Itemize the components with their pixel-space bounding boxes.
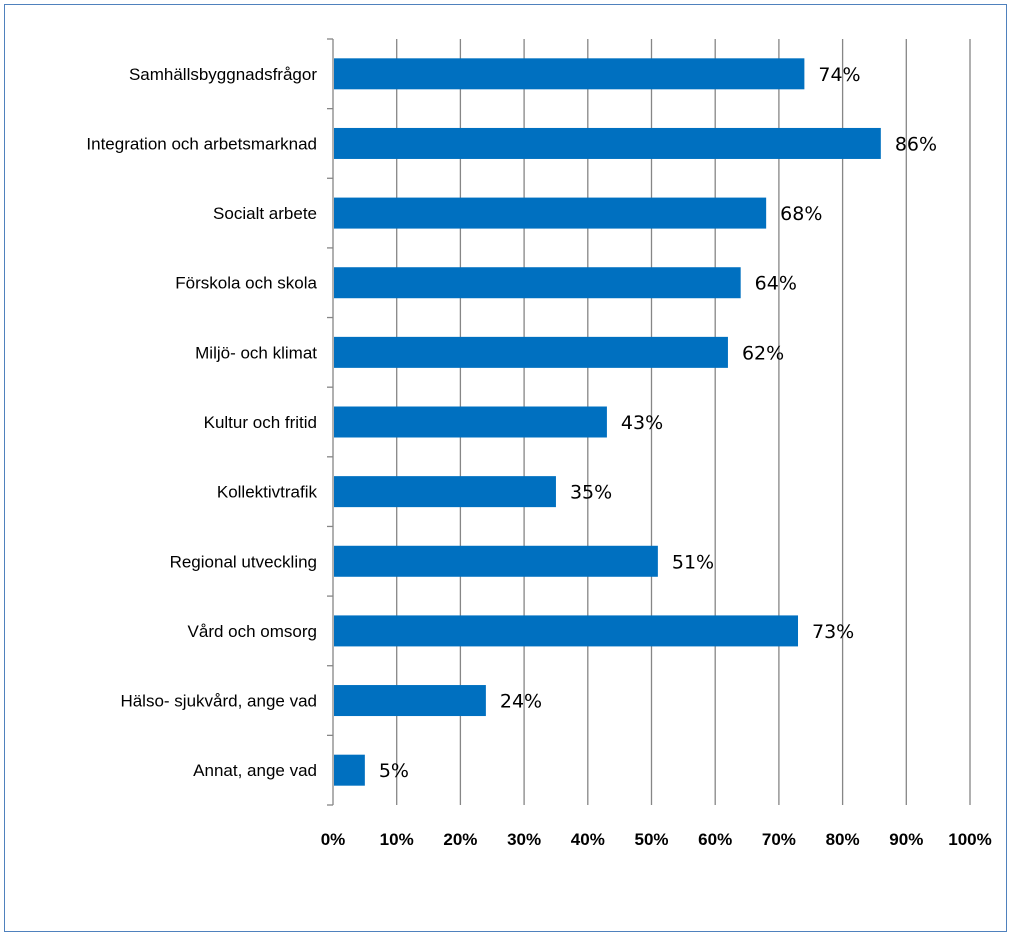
data-label: 86%: [895, 133, 937, 155]
x-tick-label: 10%: [380, 830, 414, 849]
bar: [334, 476, 556, 508]
category-label: Annat, ange vad: [193, 761, 317, 780]
x-tick-label: 60%: [698, 830, 732, 849]
category-label: Kultur och fritid: [204, 413, 317, 432]
bar: [334, 267, 741, 299]
bar: [334, 336, 728, 368]
value-labels: 74% 86% 68% 64% 62% 43% 35% 51% 73% 24% 5%: [379, 64, 937, 782]
x-tick-label: 30%: [507, 830, 541, 849]
category-label: Socialt arbete: [213, 204, 317, 223]
bar: [334, 406, 607, 438]
x-tick-label: 20%: [443, 830, 477, 849]
x-tick-label: 0%: [321, 830, 346, 849]
bar: [334, 685, 486, 717]
category-label: Regional utveckling: [170, 552, 317, 571]
x-tick-label: 100%: [948, 830, 991, 849]
data-label: 62%: [742, 342, 784, 364]
category-label: Integration och arbetsmarknad: [86, 134, 317, 153]
gridlines: [396, 39, 971, 805]
x-tick-labels: 0% 10% 20% 30% 40% 50% 60% 70% 80% 90% 100%: [321, 830, 992, 849]
bar: [334, 545, 658, 577]
data-label: 5%: [379, 760, 409, 782]
category-label: Vård och omsorg: [188, 622, 317, 641]
data-label: 64%: [755, 273, 797, 295]
category-label: Samhällsbyggnadsfrågor: [129, 65, 317, 84]
x-tick-label: 90%: [889, 830, 923, 849]
bar: [334, 197, 767, 229]
data-label: 51%: [672, 551, 714, 573]
bars: [334, 58, 881, 786]
bar: [334, 127, 881, 159]
category-label: Miljö- och klimat: [195, 343, 317, 362]
category-label: Förskola och skola: [175, 274, 317, 293]
category-labels: Samhällsbyggnadsfrågor Integration och ar…: [86, 65, 317, 780]
x-tick-label: 40%: [571, 830, 605, 849]
x-tick-label: 70%: [762, 830, 796, 849]
data-label: 74%: [818, 64, 860, 86]
category-label: Hälso- sjukvård, ange vad: [120, 692, 317, 711]
bar: [334, 754, 365, 786]
x-tick-label: 80%: [826, 830, 860, 849]
x-tick-label: 50%: [634, 830, 668, 849]
y-axis: [327, 38, 334, 806]
data-label: 73%: [812, 621, 854, 643]
bar: [334, 58, 805, 90]
data-label: 35%: [570, 482, 612, 504]
data-label: 68%: [780, 203, 822, 225]
data-label: 43%: [621, 412, 663, 434]
data-label: 24%: [500, 691, 542, 713]
category-label: Kollektivtrafik: [217, 483, 318, 502]
bar: [334, 615, 799, 647]
